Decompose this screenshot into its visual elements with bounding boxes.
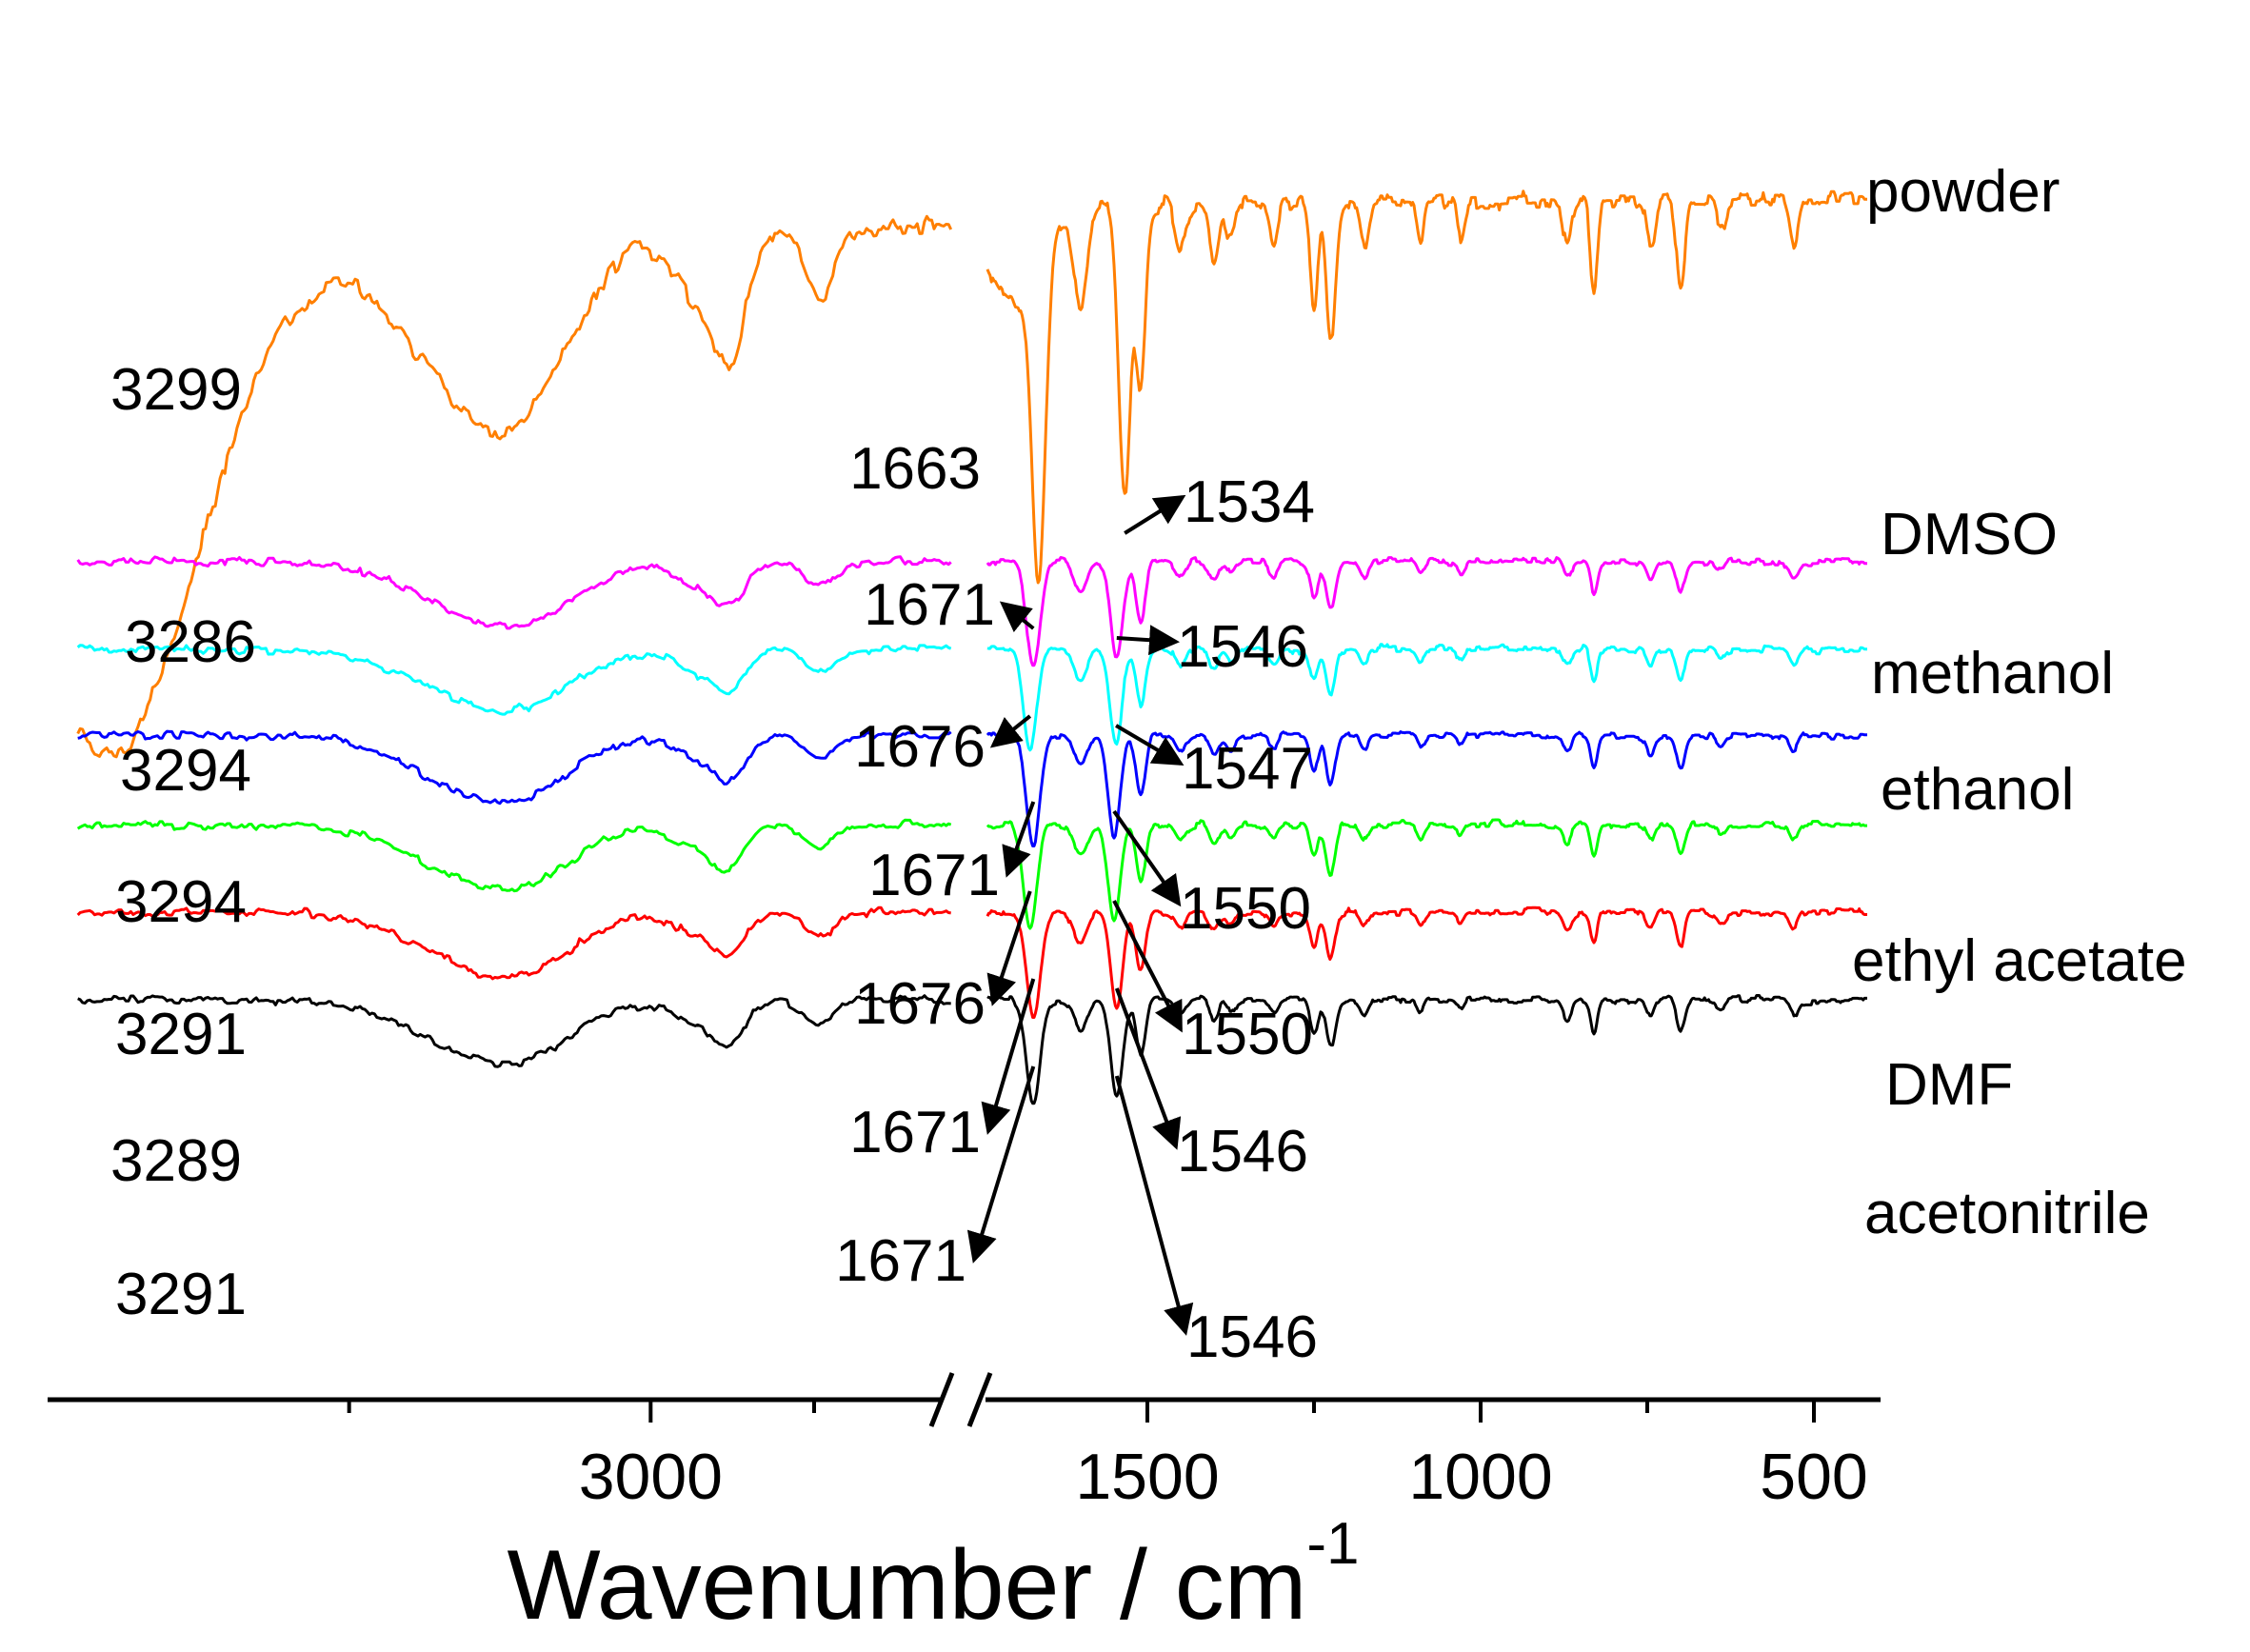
trace-dmso-right xyxy=(986,556,1868,667)
x-tick-label-1500: 1500 xyxy=(1075,1441,1219,1513)
arrow-ethyl-acetate-amide1 xyxy=(986,890,1032,1006)
legend-powder: powder xyxy=(1866,159,2060,225)
arrow-ethyl-acetate-amide2 xyxy=(1112,900,1183,1033)
arrow-ethanol-amide2 xyxy=(1112,809,1182,907)
peak-label-powder-oh: 3299 xyxy=(110,357,242,423)
peak-label-ethyl-acetate-amide2: 1550 xyxy=(1182,1002,1313,1067)
peak-label-ethyl-acetate-oh: 3291 xyxy=(115,1002,247,1067)
peak-label-dmso-amide2: 1546 xyxy=(1177,614,1308,680)
peak-label-acetonitrile-oh: 3291 xyxy=(115,1262,247,1327)
trace-methanol-right xyxy=(986,643,1868,752)
arrow-dmf-amide1 xyxy=(981,978,1036,1135)
peak-arrows xyxy=(966,494,1194,1336)
arrow-dmso-amide2 xyxy=(1116,625,1180,656)
trace-powder-left xyxy=(76,214,953,759)
peak-label-methanol-amide2: 1547 xyxy=(1182,736,1313,802)
legend-ethyl-acetate: ethyl acetate xyxy=(1852,928,2187,994)
peak-label-dmf-oh: 3289 xyxy=(110,1128,242,1194)
peak-label-dmso-oh: 3286 xyxy=(125,609,256,675)
arrow-acetonitrile-amide1 xyxy=(966,1065,1036,1264)
peak-labels: 3299 1663 1534 3286 1671 1546 3294 1676 1547 3294… xyxy=(110,357,1318,1370)
trace-ethyl-acetate-right xyxy=(986,818,1868,930)
trace-powder-right xyxy=(986,189,1868,585)
trace-acetonitrile-left xyxy=(77,994,951,1068)
peak-label-ethanol-amide1: 1671 xyxy=(868,843,1000,908)
arrow-methanol-amide1 xyxy=(989,714,1032,748)
peak-label-ethyl-acetate-amide1: 1676 xyxy=(854,971,986,1037)
trace-dmf-left xyxy=(76,906,951,981)
legend: powder DMSO methanol ethanol ethyl acetate DM… xyxy=(1852,159,2187,1246)
arrow-dmso-amide1 xyxy=(999,601,1035,633)
x-axis-title: Wavenumber / cm-1 xyxy=(507,1511,1359,1641)
peak-label-acetonitrile-amide2: 1546 xyxy=(1186,1304,1318,1370)
legend-dmf: DMF xyxy=(1885,1052,2013,1118)
trace-ethanol-right xyxy=(986,730,1868,847)
legend-ethanol: ethanol xyxy=(1881,757,2074,823)
peak-label-methanol-oh: 3294 xyxy=(120,738,251,804)
trace-ethyl-acetate-left xyxy=(76,818,952,893)
peak-label-powder-amide2: 1534 xyxy=(1184,469,1315,535)
peak-label-ethanol-oh: 3294 xyxy=(115,869,247,935)
peak-label-ethanol-amide2: 1550 xyxy=(1180,876,1311,942)
peak-label-dmso-amide1: 1671 xyxy=(864,572,995,638)
legend-acetonitrile: acetonitrile xyxy=(1864,1181,2150,1246)
x-axis: 3000 1500 1000 500 xyxy=(48,1372,1881,1513)
spectrum-traces xyxy=(76,189,1868,1105)
arrow-acetonitrile-amide2 xyxy=(1114,1075,1194,1336)
trace-dmso-left xyxy=(76,555,952,630)
peak-label-dmf-amide2: 1546 xyxy=(1177,1119,1308,1184)
peak-label-dmf-amide1: 1671 xyxy=(849,1100,981,1165)
x-tick-label-500: 500 xyxy=(1760,1441,1867,1513)
arrow-dmf-amide2 xyxy=(1114,987,1182,1150)
axis-break-mark-2 xyxy=(966,1372,993,1427)
trace-ethanol-left xyxy=(77,729,952,806)
arrow-ethanol-amide1 xyxy=(1002,801,1036,878)
trace-acetonitrile-right xyxy=(986,994,1868,1105)
x-tick-label-3000: 3000 xyxy=(579,1441,723,1513)
peak-label-powder-amide1: 1663 xyxy=(849,436,981,502)
legend-methanol: methanol xyxy=(1871,641,2114,707)
peak-label-methanol-amide1: 1676 xyxy=(854,714,986,780)
arrow-powder-amide2 xyxy=(1124,494,1186,535)
x-tick-label-1000: 1000 xyxy=(1408,1441,1552,1513)
trace-methanol-left xyxy=(76,644,952,716)
arrow-methanol-amide2 xyxy=(1115,724,1185,766)
legend-dmso: DMSO xyxy=(1881,502,2058,567)
axis-break-mark-1 xyxy=(928,1372,955,1427)
peak-label-acetonitrile-amide1: 1671 xyxy=(835,1228,966,1294)
